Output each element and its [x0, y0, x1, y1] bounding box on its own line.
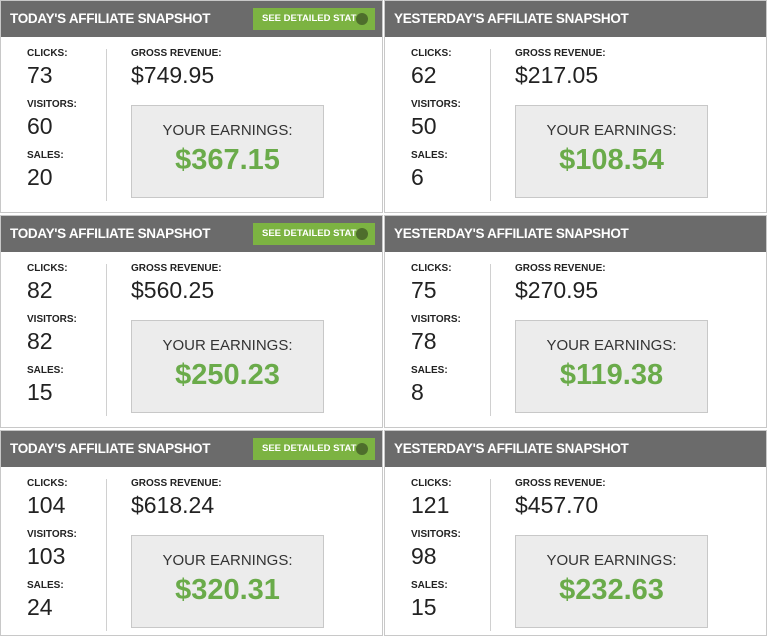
sales-value: 24	[27, 594, 53, 620]
clicks-value: 104	[27, 492, 66, 518]
clicks-label: CLICKS:	[27, 478, 68, 489]
visitors-label: VISITORS:	[27, 99, 77, 110]
earnings-box: YOUR EARNINGS: $108.54	[515, 105, 708, 198]
gross-revenue-label: GROSS REVENUE:	[131, 48, 222, 59]
earnings-box: YOUR EARNINGS: $367.15	[131, 105, 324, 198]
panel-title: TODAY'S AFFILIATE SNAPSHOT	[10, 441, 211, 456]
earnings-value: $232.63	[559, 574, 664, 606]
gross-revenue-label: GROSS REVENUE:	[131, 478, 222, 489]
clicks-label: CLICKS:	[411, 263, 452, 274]
sales-value: 15	[411, 594, 437, 620]
earnings-label: YOUR EARNINGS:	[162, 122, 293, 139]
earnings-label: YOUR EARNINGS:	[162, 552, 293, 569]
panel-title: TODAY'S AFFILIATE SNAPSHOT	[10, 226, 211, 241]
panel-header: TODAY'S AFFILIATE SNAPSHOT SEE DETAILED S…	[1, 1, 382, 37]
earnings-label: YOUR EARNINGS:	[546, 552, 677, 569]
sales-label: SALES:	[27, 365, 64, 376]
sales-label: SALES:	[27, 150, 64, 161]
clicks-value: 73	[27, 62, 53, 88]
visitors-label: VISITORS:	[27, 314, 77, 325]
gross-revenue-value: $457.70	[515, 492, 599, 518]
sales-label: SALES:	[411, 365, 448, 376]
earnings-value: $119.38	[559, 359, 664, 391]
divider	[106, 49, 107, 201]
panel-header: TODAY'S AFFILIATE SNAPSHOT SEE DETAILED S…	[1, 216, 382, 252]
sales-value: 20	[27, 164, 53, 190]
divider	[106, 264, 107, 416]
earnings-label: YOUR EARNINGS:	[546, 122, 677, 139]
clicks-label: CLICKS:	[411, 48, 452, 59]
visitors-label: VISITORS:	[411, 529, 461, 540]
gross-revenue-label: GROSS REVENUE:	[515, 263, 606, 274]
clicks-value: 82	[27, 277, 53, 303]
earnings-value: $250.23	[175, 359, 280, 391]
clicks-label: CLICKS:	[411, 478, 452, 489]
snapshot-panel: YESTERDAY'S AFFILIATE SNAPSHOT CLICKS: 62 V…	[384, 0, 767, 213]
earnings-box: YOUR EARNINGS: $232.63	[515, 535, 708, 628]
gross-revenue-value: $217.05	[515, 62, 599, 88]
gross-revenue-value: $270.95	[515, 277, 599, 303]
snapshot-panel: YESTERDAY'S AFFILIATE SNAPSHOT CLICKS: 75 V…	[384, 215, 767, 428]
detailed-stats-button[interactable]: SEE DETAILED STATS	[253, 8, 375, 30]
gross-revenue-value: $560.25	[131, 277, 215, 303]
divider	[490, 479, 491, 631]
visitors-value: 98	[411, 543, 437, 569]
panel-header: YESTERDAY'S AFFILIATE SNAPSHOT	[385, 431, 766, 467]
divider	[490, 264, 491, 416]
earnings-box: YOUR EARNINGS: $119.38	[515, 320, 708, 413]
snapshot-panel: YESTERDAY'S AFFILIATE SNAPSHOT CLICKS: 121…	[384, 430, 767, 636]
earnings-value: $320.31	[175, 574, 280, 606]
gross-revenue-value: $618.24	[131, 492, 215, 518]
gross-revenue-value: $749.95	[131, 62, 215, 88]
sales-label: SALES:	[27, 580, 64, 591]
snapshot-panel: TODAY'S AFFILIATE SNAPSHOT SEE DETAILED S…	[0, 215, 383, 428]
sales-label: SALES:	[411, 580, 448, 591]
visitors-value: 78	[411, 328, 437, 354]
earnings-value: $108.54	[559, 144, 664, 176]
visitors-label: VISITORS:	[411, 99, 461, 110]
detailed-stats-button[interactable]: SEE DETAILED STATS	[253, 438, 375, 460]
visitors-value: 82	[27, 328, 53, 354]
divider	[490, 49, 491, 201]
clicks-value: 75	[411, 277, 437, 303]
sales-label: SALES:	[411, 150, 448, 161]
sales-value: 6	[411, 164, 424, 190]
sales-value: 15	[27, 379, 53, 405]
gross-revenue-label: GROSS REVENUE:	[131, 263, 222, 274]
panel-title: YESTERDAY'S AFFILIATE SNAPSHOT	[394, 226, 629, 241]
panel-title: YESTERDAY'S AFFILIATE SNAPSHOT	[394, 11, 629, 26]
sales-value: 8	[411, 379, 424, 405]
divider	[106, 479, 107, 631]
snapshot-panel: TODAY'S AFFILIATE SNAPSHOT SEE DETAILED S…	[0, 430, 383, 636]
earnings-box: YOUR EARNINGS: $250.23	[131, 320, 324, 413]
clicks-label: CLICKS:	[27, 263, 68, 274]
earnings-value: $367.15	[175, 144, 280, 176]
clicks-label: CLICKS:	[27, 48, 68, 59]
panel-header: YESTERDAY'S AFFILIATE SNAPSHOT	[385, 216, 766, 252]
visitors-value: 50	[411, 113, 437, 139]
visitors-label: VISITORS:	[27, 529, 77, 540]
panel-title: TODAY'S AFFILIATE SNAPSHOT	[10, 11, 211, 26]
visitors-label: VISITORS:	[411, 314, 461, 325]
panel-title: YESTERDAY'S AFFILIATE SNAPSHOT	[394, 441, 629, 456]
earnings-label: YOUR EARNINGS:	[546, 337, 677, 354]
detailed-stats-button[interactable]: SEE DETAILED STATS	[253, 223, 375, 245]
panel-header: TODAY'S AFFILIATE SNAPSHOT SEE DETAILED S…	[1, 431, 382, 467]
gross-revenue-label: GROSS REVENUE:	[515, 48, 606, 59]
earnings-box: YOUR EARNINGS: $320.31	[131, 535, 324, 628]
snapshot-panel: TODAY'S AFFILIATE SNAPSHOT SEE DETAILED S…	[0, 0, 383, 213]
visitors-value: 103	[27, 543, 66, 569]
clicks-value: 62	[411, 62, 437, 88]
clicks-value: 121	[411, 492, 450, 518]
panel-header: YESTERDAY'S AFFILIATE SNAPSHOT	[385, 1, 766, 37]
visitors-value: 60	[27, 113, 53, 139]
earnings-label: YOUR EARNINGS:	[162, 337, 293, 354]
gross-revenue-label: GROSS REVENUE:	[515, 478, 606, 489]
